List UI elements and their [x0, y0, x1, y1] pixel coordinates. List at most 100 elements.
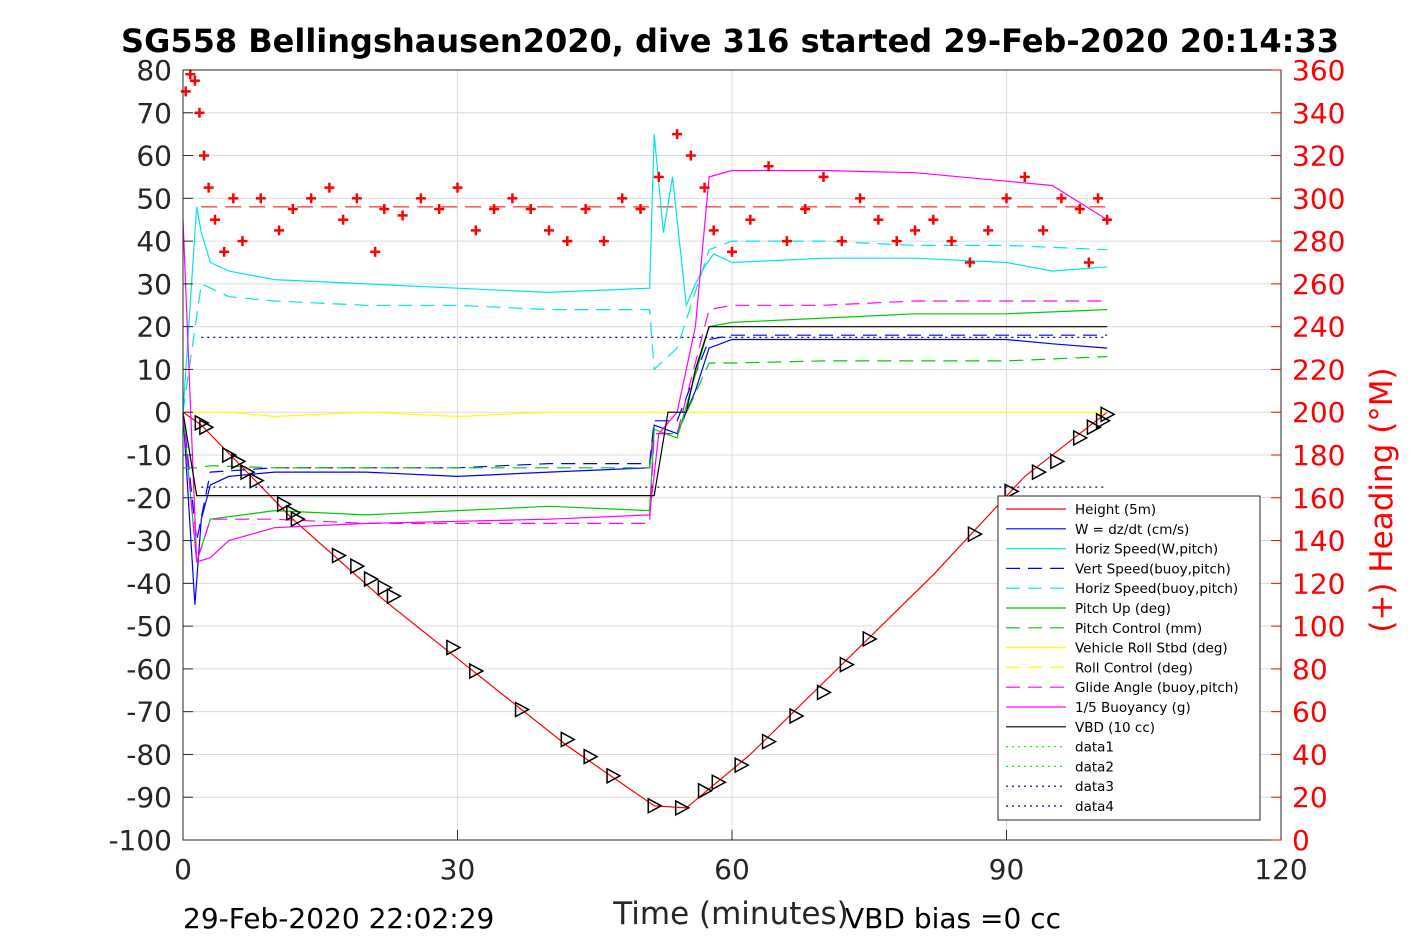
height-marker [711, 773, 727, 791]
right-tick-label: 200 [1292, 396, 1345, 429]
series-line-horiz-speed-buoy-pitch [182, 240, 1108, 413]
height-marker [1050, 453, 1066, 470]
left-tick-label: 80 [136, 54, 172, 87]
left-tick-label: 20 [136, 311, 172, 344]
height-marker [839, 656, 855, 673]
heading-point [210, 214, 221, 225]
legend-label: data3 [1075, 779, 1114, 795]
left-tick-label: 60 [136, 140, 172, 173]
heading-point [189, 75, 200, 86]
right-tick-label: 120 [1292, 567, 1345, 600]
left-tick-label: -20 [126, 482, 172, 515]
heading-point [708, 225, 719, 236]
series-line-vbd-10-cc [182, 326, 1108, 497]
heading-point [525, 204, 536, 215]
heading-point [617, 193, 628, 204]
heading-point [415, 193, 426, 204]
x-axis-label: Time (minutes) [612, 896, 848, 932]
heading-point [983, 225, 994, 236]
heading-point [781, 236, 792, 247]
height-marker [606, 767, 622, 785]
height-marker [761, 733, 778, 750]
right-tick-label: 320 [1292, 140, 1345, 173]
heading-point [180, 86, 191, 97]
height-marker [1086, 418, 1103, 436]
heading-point [1074, 204, 1085, 215]
heading-point [562, 236, 573, 247]
heading-point [434, 204, 445, 215]
heading-point [324, 182, 335, 193]
height-marker [222, 446, 238, 464]
heading-point [237, 236, 248, 247]
right-tick-label: 0 [1292, 824, 1310, 857]
right-tick-label: 220 [1292, 353, 1345, 386]
right-axis-ticks: 3603403203002802602402202001801601401201… [1271, 54, 1345, 857]
heading-point [1102, 214, 1113, 225]
footer-timestamp: 29-Feb-2020 22:02:29 [183, 902, 494, 935]
height-marker [967, 525, 984, 543]
series-line-pitch-control-mm [183, 356, 1108, 469]
right-tick-label: 160 [1292, 482, 1345, 515]
heading-point [185, 69, 196, 80]
left-tick-label: -70 [126, 696, 172, 729]
legend-label: W = dz/dt (cm/s) [1075, 522, 1189, 538]
height-marker [560, 731, 576, 748]
height-marker [1072, 429, 1089, 447]
height-marker [446, 639, 462, 656]
height-marker [816, 684, 833, 701]
left-tick-label: -40 [126, 567, 172, 600]
height-marker [674, 799, 691, 817]
height-marker [249, 472, 265, 489]
left-tick-label: 50 [136, 182, 172, 215]
heading-point [910, 225, 920, 236]
height-marker [350, 557, 366, 575]
heading-point [338, 214, 349, 225]
height-marker [290, 510, 306, 528]
right-tick-label: 280 [1292, 225, 1345, 258]
heading-point [370, 246, 381, 257]
heading-point [351, 193, 362, 204]
right-tick-label: 340 [1292, 97, 1345, 130]
right-tick-label: 360 [1292, 54, 1345, 87]
heading-point [1001, 193, 1012, 204]
legend-label: Height (5m) [1075, 502, 1156, 518]
height-marker [862, 630, 878, 648]
right-tick-label: 240 [1292, 311, 1345, 344]
left-tick-label: 0 [154, 396, 172, 429]
height-marker [789, 707, 805, 725]
chart-title: SG558 Bellingshausen2020, dive 316 start… [121, 22, 1339, 60]
height-marker [583, 748, 599, 765]
right-tick-label: 140 [1292, 525, 1345, 558]
height-marker [1095, 412, 1112, 430]
height-marker [1031, 463, 1048, 481]
heading-point [255, 193, 266, 204]
heading-point [203, 182, 214, 193]
heading-point [745, 214, 756, 225]
heading-point [1038, 225, 1049, 236]
legend-label: Horiz Speed(W,pitch) [1075, 542, 1218, 558]
height-marker [240, 463, 256, 481]
heading-point [194, 107, 205, 118]
right-tick-label: 20 [1292, 781, 1328, 814]
left-tick-label: 30 [136, 268, 172, 301]
legend-label: Glide Angle (buoy,pitch) [1075, 680, 1239, 696]
right-axis-label: (+) Heading (°M) [1364, 367, 1400, 632]
series-line-glide-angle-buoy-pitch [182, 300, 1108, 563]
series-line-height-5m [182, 411, 1108, 809]
series-line-vehicle-roll-stbd-deg [183, 411, 1108, 418]
heading-point [306, 193, 317, 204]
heading-point [635, 204, 646, 215]
height-marker [199, 418, 215, 436]
heading-point [964, 257, 975, 268]
height-marker [647, 797, 663, 815]
heading-point [1093, 193, 1103, 204]
legend-label: data4 [1075, 799, 1114, 815]
left-tick-label: 10 [136, 353, 172, 386]
right-tick-label: 300 [1292, 182, 1345, 215]
heading-point [1056, 193, 1067, 204]
height-marker [286, 504, 302, 522]
height-marker [697, 782, 714, 800]
x-axis-ticks: 0 30 60 90 120 [174, 830, 1308, 886]
legend-label: VBD (10 cc) [1075, 720, 1155, 736]
series-line-1-5-buoyancy-g [182, 169, 1108, 563]
